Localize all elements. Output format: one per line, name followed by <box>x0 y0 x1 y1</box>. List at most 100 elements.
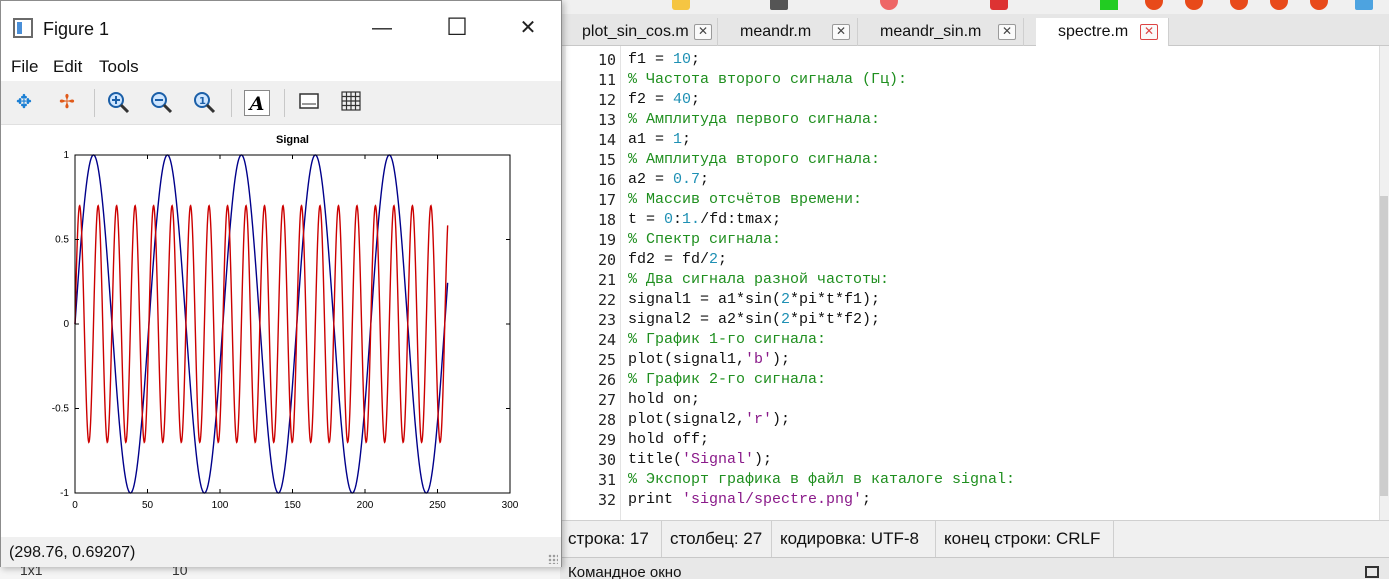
code-line[interactable]: % Частота второго сигнала (Гц): <box>628 70 907 90</box>
code-line[interactable]: f2 = 40; <box>628 90 700 110</box>
run-icon[interactable] <box>1100 0 1118 10</box>
figure-window[interactable]: Figure 1 — ☐ ✕ File Edit Tools ✥ ✢ 1 A S <box>0 0 562 567</box>
close-icon[interactable]: ✕ <box>1140 24 1158 40</box>
code-line[interactable]: % Амплитуда первого сигнала: <box>628 110 880 130</box>
line-number: 12 <box>597 91 616 109</box>
code-token: title( <box>628 451 683 468</box>
zoom-out-icon[interactable] <box>148 90 174 116</box>
figure-toolbar: ✥ ✢ 1 A <box>1 81 561 125</box>
pan-icon[interactable]: ✥ <box>16 92 32 113</box>
grid-icon[interactable] <box>338 90 364 116</box>
code-token: 2 <box>781 291 791 308</box>
row-label: строка: <box>568 529 626 548</box>
code-token: ; <box>691 51 701 68</box>
toolbar-separator <box>284 89 285 117</box>
breakpoint-icon[interactable] <box>1145 0 1163 10</box>
signal-chart[interactable]: Signal 0 50 100 150 200 250 300 -1 -0.5 0 0.5 1 <box>1 125 561 537</box>
code-line[interactable]: fd2 = fd/2; <box>628 250 727 270</box>
code-token: 1. <box>682 211 701 228</box>
y-tick-label: 0 <box>63 319 69 330</box>
column-value: 27 <box>743 529 763 548</box>
fold-margin <box>560 46 566 520</box>
code-line[interactable]: hold off; <box>628 430 709 450</box>
menu-file[interactable]: File <box>11 57 39 76</box>
code-line[interactable]: plot(signal2,'r'); <box>628 410 790 430</box>
y-tick-label: 0.5 <box>55 235 69 246</box>
new-file-icon[interactable] <box>672 0 690 10</box>
close-icon[interactable]: ✕ <box>998 24 1016 40</box>
text-icon[interactable]: A <box>244 90 270 116</box>
tab-spectre[interactable]: spectre.m ✕ <box>1036 18 1169 46</box>
code-line[interactable]: % Два сигнала разной частоты: <box>628 270 889 290</box>
code-line[interactable]: plot(signal1,'b'); <box>628 350 790 370</box>
axes-icon[interactable] <box>296 90 322 116</box>
close-icon[interactable]: ✕ <box>832 24 850 40</box>
line-number: 13 <box>597 111 616 129</box>
plot-canvas[interactable]: Signal 0 50 100 150 200 250 300 -1 -0.5 0 0.5 1 <box>1 125 561 537</box>
code-editor[interactable]: 10 11 12 13 14 15 16 17 18 19 20 21 22 23 24 25 26 27 28 29… <box>560 46 1389 520</box>
undo-icon[interactable] <box>880 0 898 10</box>
code-token: 1 <box>673 131 683 148</box>
save-icon[interactable] <box>770 0 788 10</box>
code-token: % График 2-го сигнала: <box>628 371 827 388</box>
code-line[interactable]: signal1 = a1*sin(2*pi*t*f1); <box>628 290 880 310</box>
code-token: 'b' <box>745 351 773 368</box>
restore-icon[interactable] <box>1365 566 1379 578</box>
close-icon[interactable]: ✕ <box>694 24 712 40</box>
step-out-icon[interactable] <box>1270 0 1288 10</box>
stop-icon[interactable] <box>1355 0 1373 10</box>
vertical-scrollbar[interactable] <box>1379 46 1389 520</box>
maximize-button[interactable]: ☐ <box>446 14 468 41</box>
zoom-reset-icon[interactable]: 1 <box>191 90 217 116</box>
code-line[interactable]: f1 = 10; <box>628 50 700 70</box>
code-line[interactable]: % Спектр сигнала: <box>628 230 781 250</box>
resize-grip-icon[interactable] <box>548 554 558 564</box>
step-icon[interactable] <box>1185 0 1203 10</box>
code-line[interactable]: % Экспорт графика в файл в каталоге sign… <box>628 470 1015 490</box>
line-number: 25 <box>597 351 616 369</box>
figure-titlebar[interactable]: Figure 1 — ☐ ✕ <box>1 1 561 55</box>
tab-meandr-sin[interactable]: meandr_sin.m ✕ <box>858 18 1024 46</box>
series-line-1 <box>74 154 449 494</box>
x-tick-label: 150 <box>284 500 301 511</box>
tab-plot-sin-cos[interactable]: plot_sin_cos.m ✕ <box>560 18 718 46</box>
code-line[interactable]: % Амплитуда второго сигнала: <box>628 150 880 170</box>
code-token: 'r' <box>745 411 773 428</box>
encoding-value: UTF-8 <box>870 529 919 548</box>
scrollbar-thumb[interactable] <box>1380 196 1388 496</box>
close-button[interactable]: ✕ <box>519 17 537 39</box>
code-line[interactable]: a1 = 1; <box>628 130 691 150</box>
menu-tools[interactable]: Tools <box>99 57 139 76</box>
rotate-icon[interactable]: ✢ <box>59 92 75 113</box>
code-token: plot(signal1, <box>628 351 746 368</box>
line-number: 26 <box>597 371 616 389</box>
code-line[interactable]: print 'signal/spectre.png'; <box>628 490 871 510</box>
toolbar-separator <box>94 89 95 117</box>
code-line[interactable]: % График 1-го сигнала: <box>628 330 826 350</box>
code-line[interactable]: % Массив отсчётов времени: <box>628 190 862 210</box>
code-line[interactable]: t = 0:1./fd:tmax; <box>628 210 781 230</box>
code-line[interactable]: signal2 = a2*sin(2*pi*t*f2); <box>628 310 880 330</box>
y-tick-label: -1 <box>60 488 69 499</box>
menu-edit[interactable]: Edit <box>53 57 83 76</box>
zoom-in-icon[interactable] <box>105 90 131 116</box>
copy-icon[interactable] <box>990 0 1008 10</box>
command-window-header[interactable]: Командное окно <box>560 557 1389 579</box>
y-tick-label: 1 <box>63 150 69 161</box>
chart-title: Signal <box>276 134 309 146</box>
minimize-button[interactable]: — <box>372 17 392 39</box>
code-line[interactable]: a2 = 0.7; <box>628 170 709 190</box>
code-token: % Спектр сигнала: <box>628 231 782 248</box>
code-token: *pi*t*f2); <box>790 311 881 328</box>
variable-value: 10 <box>172 566 188 578</box>
continue-icon[interactable] <box>1310 0 1328 10</box>
x-tick-label: 300 <box>502 500 519 511</box>
code-line[interactable]: % График 2-го сигнала: <box>628 370 826 390</box>
code-line[interactable]: hold on; <box>628 390 700 410</box>
line-number: 31 <box>597 471 616 489</box>
code-token: ; <box>691 91 701 108</box>
code-token: t = <box>628 211 665 228</box>
tab-meandr[interactable]: meandr.m ✕ <box>718 18 858 46</box>
step-in-icon[interactable] <box>1230 0 1248 10</box>
code-line[interactable]: title('Signal'); <box>628 450 772 470</box>
